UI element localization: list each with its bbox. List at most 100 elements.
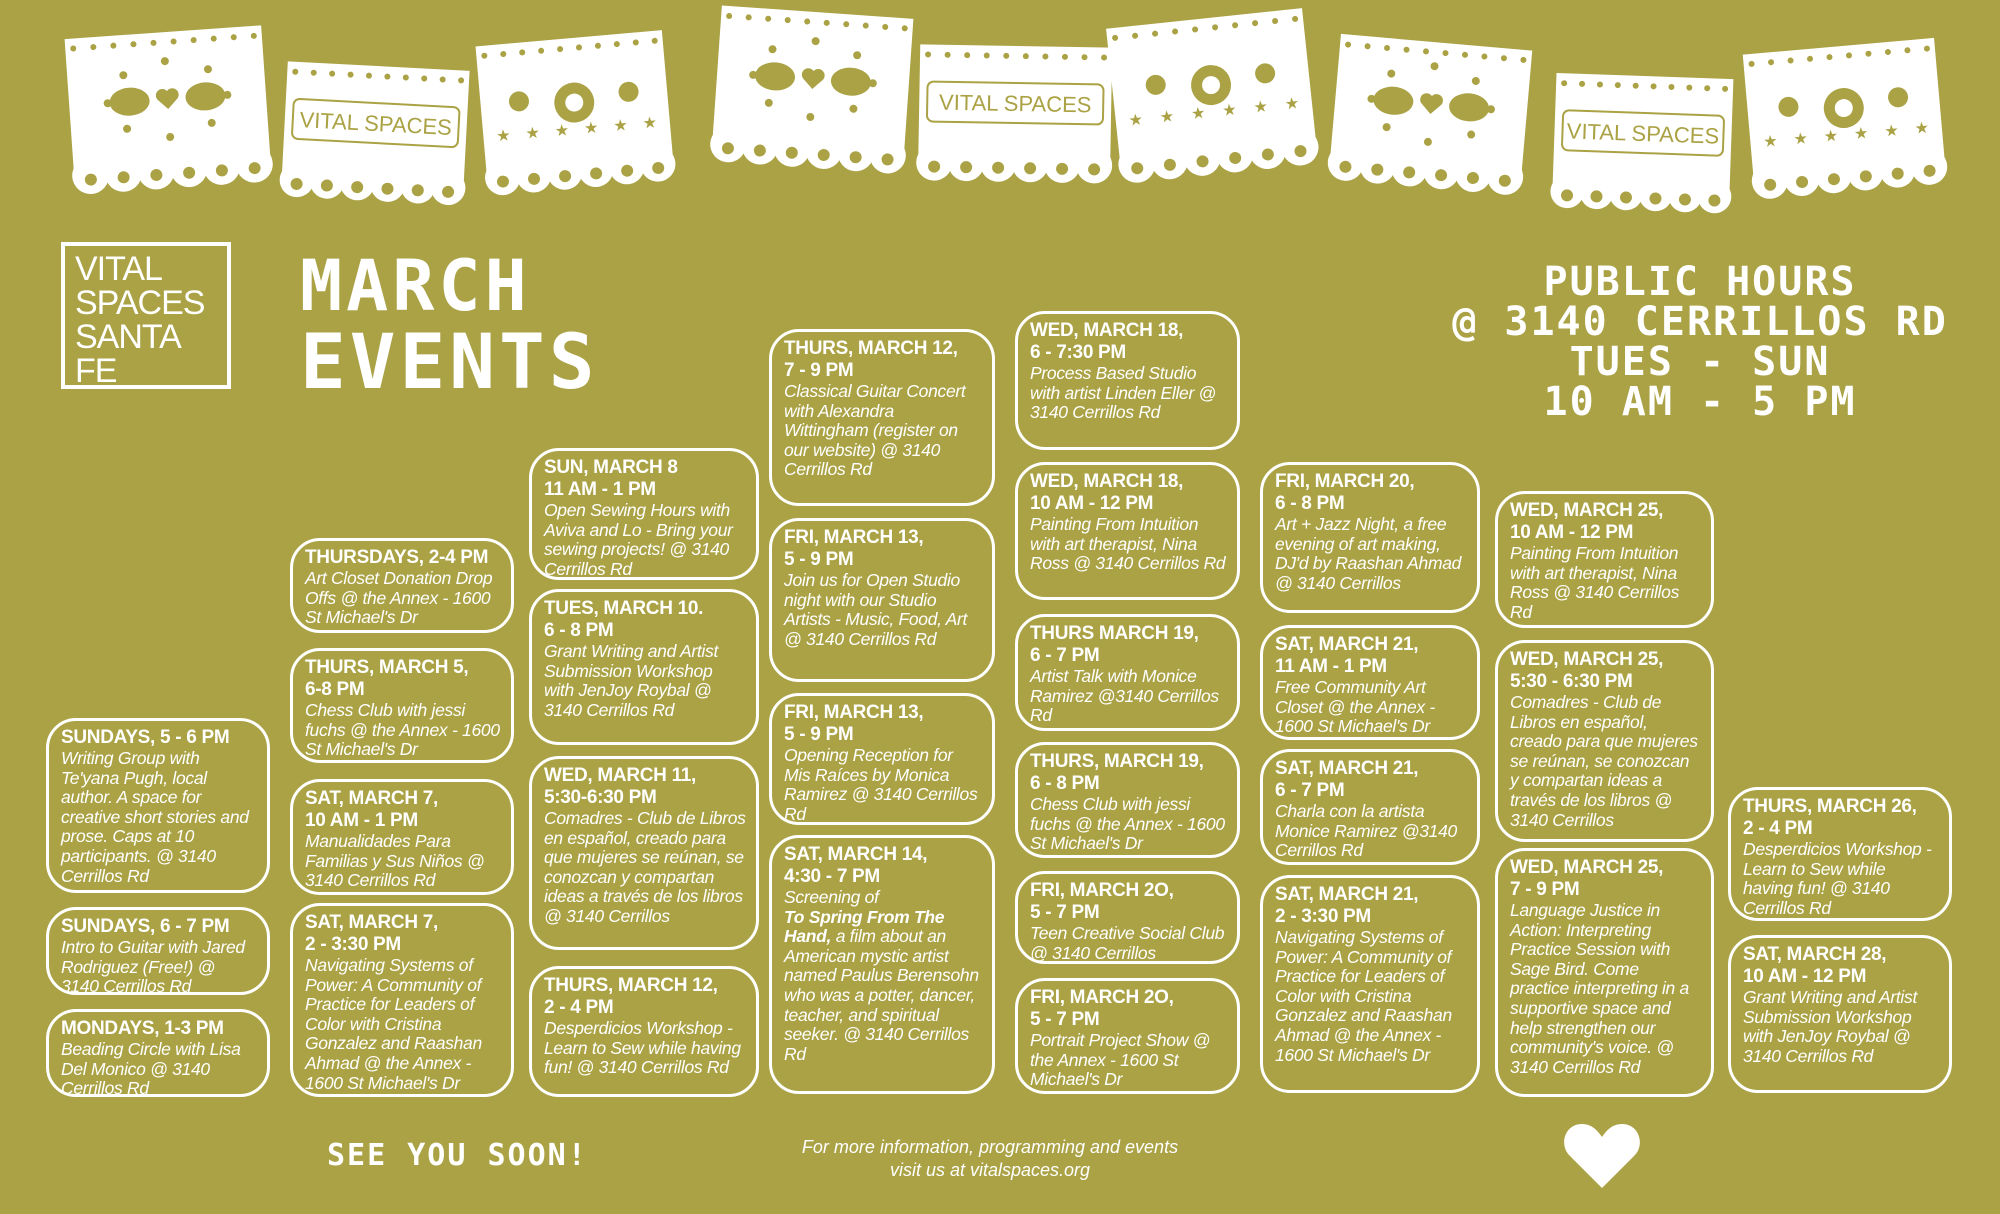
- event-time: 2 - 3:30 PM: [305, 934, 401, 955]
- event-date: TUES, MARCH 10.: [544, 598, 704, 619]
- event-description: Beading Circle with Lisa Del Monico @ 31…: [61, 1039, 257, 1094]
- title-line-2: EVENTS: [300, 317, 599, 406]
- event-card: SUNDAYS, 6 - 7 PM Intro to Guitar with Ja…: [46, 907, 270, 995]
- event-description-text: Comadres - Club de Libros en español, cr…: [544, 808, 746, 926]
- page-title: MARCH EVENTS: [300, 248, 599, 400]
- event-date: FRI, MARCH 2O,: [1030, 987, 1174, 1008]
- public-hours: PUBLIC HOURS @ 3140 CERRILLOS RD TUES - …: [1440, 262, 1960, 422]
- event-time: 6 - 8 PM: [1030, 773, 1100, 794]
- event-description: Desperdicios Workshop - Learn to Sew whi…: [544, 1018, 746, 1078]
- event-time: 2 - 4 PM: [1743, 818, 1813, 839]
- event-description: Desperdicios Workshop - Learn to Sew whi…: [1743, 839, 1939, 918]
- event-date: SAT, MARCH 21,: [1275, 634, 1419, 655]
- svg-text:★: ★: [1253, 98, 1269, 116]
- public-hours-days: TUES - SUN: [1569, 339, 1831, 385]
- event-description-text: Teen Creative Social Club @ 3140 Cerrill…: [1030, 923, 1225, 963]
- event-description: Grant Writing and Artist Submission Work…: [1743, 987, 1939, 1066]
- event-description: Chess Club with jessi fuchs @ the Annex …: [305, 700, 501, 760]
- event-description-text: Writing Group with Te'yana Pugh, local a…: [61, 748, 249, 886]
- event-date: THURS, MARCH 12,: [544, 975, 718, 996]
- public-hours-time: 10 AM - 5 PM: [1543, 379, 1857, 425]
- heart-icon: [1564, 1124, 1640, 1188]
- event-description: Classical Guitar Concert with Alexandra …: [784, 381, 982, 480]
- event-date: WED, MARCH 25,: [1510, 857, 1664, 878]
- event-description-text: Language Justice in Action: Interpreting…: [1510, 900, 1689, 1077]
- event-date: THURS MARCH 19,: [1030, 623, 1199, 644]
- event-date: THURS, MARCH 12,: [784, 338, 958, 359]
- event-date: FRI, MARCH 20,: [1275, 471, 1415, 492]
- event-description-text: Desperdicios Workshop - Learn to Sew whi…: [544, 1018, 741, 1078]
- event-time: 10 AM - 12 PM: [1510, 522, 1634, 543]
- event-time: 5 - 9 PM: [784, 549, 854, 570]
- event-card: THURS, MARCH 19, 6 - 8 PM Chess Club with …: [1015, 742, 1240, 858]
- event-description-text: Artist Talk with Monice Ramirez @3140 Ce…: [1030, 666, 1219, 726]
- event-film-title: To Spring From The Hand,: [784, 906, 945, 947]
- event-date: THURS, MARCH 5,: [305, 657, 469, 678]
- event-description: Open Sewing Hours with Aviva and Lo - Br…: [544, 500, 746, 579]
- event-date: WED, MARCH 25,: [1510, 500, 1664, 521]
- event-description-text: Art Closet Donation Drop Offs @ the Anne…: [305, 568, 493, 628]
- event-time: 11 AM - 1 PM: [1275, 656, 1387, 677]
- event-description: Comadres - Club de Libros en español, cr…: [1510, 692, 1701, 830]
- svg-text:★: ★: [554, 122, 570, 140]
- event-description: Charla con la artista Monice Ramirez @31…: [1275, 801, 1467, 861]
- event-date: SAT, MARCH 7,: [305, 912, 438, 933]
- svg-text:★: ★: [642, 114, 658, 132]
- public-hours-address: @ 3140 CERRILLOS RD: [1452, 299, 1948, 345]
- papel-picado-flag: [710, 5, 914, 174]
- event-description: Intro to Guitar with Jared Rodriguez (Fr…: [61, 937, 257, 992]
- svg-text:★: ★: [1159, 108, 1175, 126]
- event-time: 6 - 8 PM: [544, 620, 614, 641]
- event-description: Navigating Systems of Power: A Community…: [1275, 927, 1467, 1065]
- event-date: WED, MARCH 11,: [544, 765, 697, 786]
- event-card: SAT, MARCH 28, 10 AM - 12 PM Grant Writing…: [1728, 935, 1952, 1093]
- event-time: 2 - 3:30 PM: [1275, 906, 1371, 927]
- event-time: 7 - 9 PM: [784, 360, 854, 381]
- event-card: SAT, MARCH 21, 6 - 7 PM Charla con la arti…: [1260, 749, 1480, 865]
- svg-text:★: ★: [1884, 122, 1900, 140]
- event-description: Chess Club with jessi fuchs @ the Annex …: [1030, 794, 1227, 854]
- footer-info: For more information, programming and ev…: [740, 1136, 1240, 1182]
- event-card: FRI, MARCH 20, 6 - 8 PM Art + Jazz Night, …: [1260, 462, 1480, 613]
- event-description-text: Open Sewing Hours with Aviva and Lo - Br…: [544, 500, 733, 579]
- event-description-text: Navigating Systems of Power: A Community…: [1275, 927, 1452, 1065]
- event-description-text: Painting From Intuition with art therapi…: [1030, 514, 1226, 574]
- event-description-text: Chess Club with jessi fuchs @ the Annex …: [305, 700, 500, 760]
- event-description-text: Process Based Studio with artist Linden …: [1030, 363, 1217, 423]
- event-card: SAT, MARCH 14, 4:30 - 7 PM Screening of To …: [769, 835, 995, 1094]
- event-time: 5:30 - 6:30 PM: [1510, 671, 1633, 692]
- event-time: 5 - 9 PM: [784, 724, 854, 745]
- papel-picado-flag: ★ ★ ★ ★ ★ ★: [475, 30, 676, 196]
- event-description: Comadres - Club de Libros en español, cr…: [544, 808, 746, 927]
- svg-text:★: ★: [1284, 95, 1300, 113]
- vital-spaces-logo: VITAL SPACES SANTA FE: [61, 242, 231, 390]
- event-description: Join us for Open Studio night with our S…: [784, 570, 982, 649]
- event-date: SUNDAYS, 6 - 7 PM: [61, 916, 230, 937]
- event-description-text: Free Community Art Closet @ the Annex - …: [1275, 677, 1435, 737]
- event-description-text: Desperdicios Workshop - Learn to Sew whi…: [1743, 839, 1932, 918]
- event-date: SAT, MARCH 7,: [305, 788, 438, 809]
- event-date: SUN, MARCH 8: [544, 457, 678, 478]
- event-time: 6 - 8 PM: [1275, 493, 1345, 514]
- event-time: 10 AM - 1 PM: [305, 810, 418, 831]
- event-description-prefix: Screening of: [784, 887, 879, 907]
- papel-picado-flag: ★ ★ ★ ★ ★ ★: [1106, 8, 1319, 183]
- logo-text: VITAL SPACES SANTA FE: [75, 250, 205, 390]
- event-time: 5:30-6:30 PM: [544, 787, 657, 808]
- event-description-text: Navigating Systems of Power: A Community…: [305, 955, 482, 1093]
- event-description: Painting From Intuition with art therapi…: [1510, 543, 1701, 622]
- event-description-text: Opening Reception for Mis Raíces by Moni…: [784, 745, 978, 824]
- event-description-text: Grant Writing and Artist Submission Work…: [544, 641, 719, 720]
- event-time: 5 - 7 PM: [1030, 902, 1100, 923]
- event-description: Opening Reception for Mis Raíces by Moni…: [784, 745, 982, 824]
- event-description-text: Painting From Intuition with art therapi…: [1510, 543, 1680, 622]
- event-description: Teen Creative Social Club @ 3140 Cerrill…: [1030, 923, 1227, 963]
- event-description: Art + Jazz Night, a free evening of art …: [1275, 514, 1467, 593]
- event-description-text: a film about an American mystic artist n…: [784, 926, 979, 1064]
- event-time: 4:30 - 7 PM: [784, 866, 880, 887]
- event-date: SAT, MARCH 21,: [1275, 758, 1419, 779]
- event-date: FRI, MARCH 2O,: [1030, 880, 1174, 901]
- event-card: THURS MARCH 19, 6 - 7 PM Artist Talk with …: [1015, 614, 1240, 731]
- event-card: FRI, MARCH 13, 5 - 9 PM Join us for Open S…: [769, 518, 995, 682]
- event-description: Free Community Art Closet @ the Annex - …: [1275, 677, 1467, 737]
